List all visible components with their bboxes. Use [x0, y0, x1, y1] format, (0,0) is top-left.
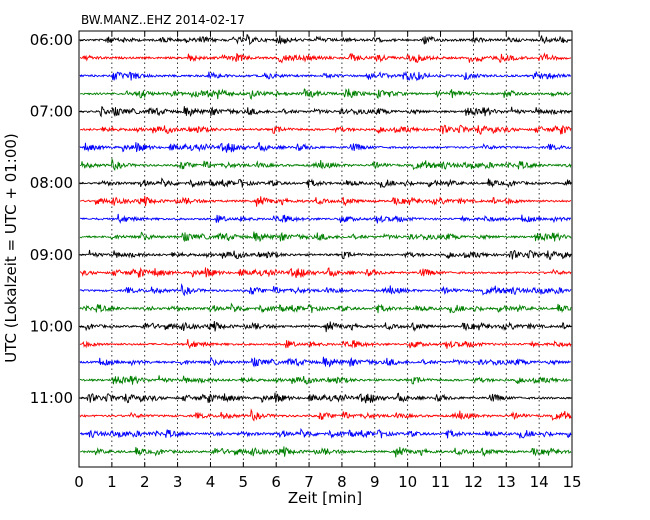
trace-line — [79, 106, 572, 118]
x-tick-label: 14 — [530, 473, 549, 491]
trace-line — [79, 302, 572, 314]
trace-line — [79, 88, 572, 100]
x-tick-label: 9 — [370, 473, 380, 491]
trace-line — [79, 33, 572, 46]
trace-line — [79, 157, 572, 172]
x-axis-label: Zeit [min] — [288, 489, 362, 507]
chart-title: BW.MANZ..EHZ 2014-02-17 — [81, 13, 245, 27]
trace-line — [79, 427, 572, 439]
trace-line — [79, 356, 572, 368]
x-tick-label: 2 — [140, 473, 150, 491]
x-tick-label: 5 — [239, 473, 249, 491]
x-tick-label: 13 — [497, 473, 516, 491]
x-tick-label: 4 — [206, 473, 216, 491]
trace-line — [79, 141, 572, 153]
x-tick-label: 7 — [304, 473, 314, 491]
x-tick-label: 12 — [464, 473, 483, 491]
y-tick-label: 09:00 — [30, 246, 73, 264]
trace-line — [79, 231, 572, 243]
y-axis-label: UTC (Lokalzeit = UTC + 01:00) — [2, 133, 20, 363]
trace-line — [79, 321, 572, 333]
trace-line — [79, 266, 572, 278]
trace-line — [79, 375, 572, 385]
x-tick-label: 1 — [107, 473, 117, 491]
trace-line — [79, 282, 572, 297]
trace-line — [79, 52, 572, 64]
x-tick-label: 10 — [398, 473, 417, 491]
x-tick-label: 3 — [173, 473, 183, 491]
x-tick-label: 15 — [562, 473, 581, 491]
y-axis-ticks: 06:00 07:00 08:00 09:00 10:00 11:00 — [30, 31, 572, 407]
trace-line — [79, 195, 572, 207]
y-tick-label: 10:00 — [30, 317, 73, 335]
trace-line — [79, 213, 572, 224]
trace-line — [79, 408, 572, 422]
trace-line — [79, 446, 572, 458]
trace-line — [79, 392, 572, 404]
x-tick-label: 6 — [271, 473, 281, 491]
trace-group — [79, 33, 572, 458]
trace-line — [79, 70, 572, 82]
x-tick-label: 0 — [74, 473, 84, 491]
plot-frame — [78, 30, 573, 468]
x-tick-label: 8 — [337, 473, 347, 491]
y-tick-label: 06:00 — [30, 31, 73, 49]
x-axis-ticks: 0 1 2 3 4 5 6 7 8 9 10 11 12 13 14 15 — [74, 31, 582, 491]
y-tick-label: 08:00 — [30, 174, 73, 192]
y-tick-label: 11:00 — [30, 389, 73, 407]
x-tick-label: 11 — [431, 473, 450, 491]
trace-line — [79, 249, 572, 261]
grid-lines — [111, 31, 540, 467]
trace-line — [79, 177, 572, 189]
trace-line — [79, 339, 572, 350]
trace-line — [79, 124, 572, 135]
y-tick-label: 07:00 — [30, 103, 73, 121]
